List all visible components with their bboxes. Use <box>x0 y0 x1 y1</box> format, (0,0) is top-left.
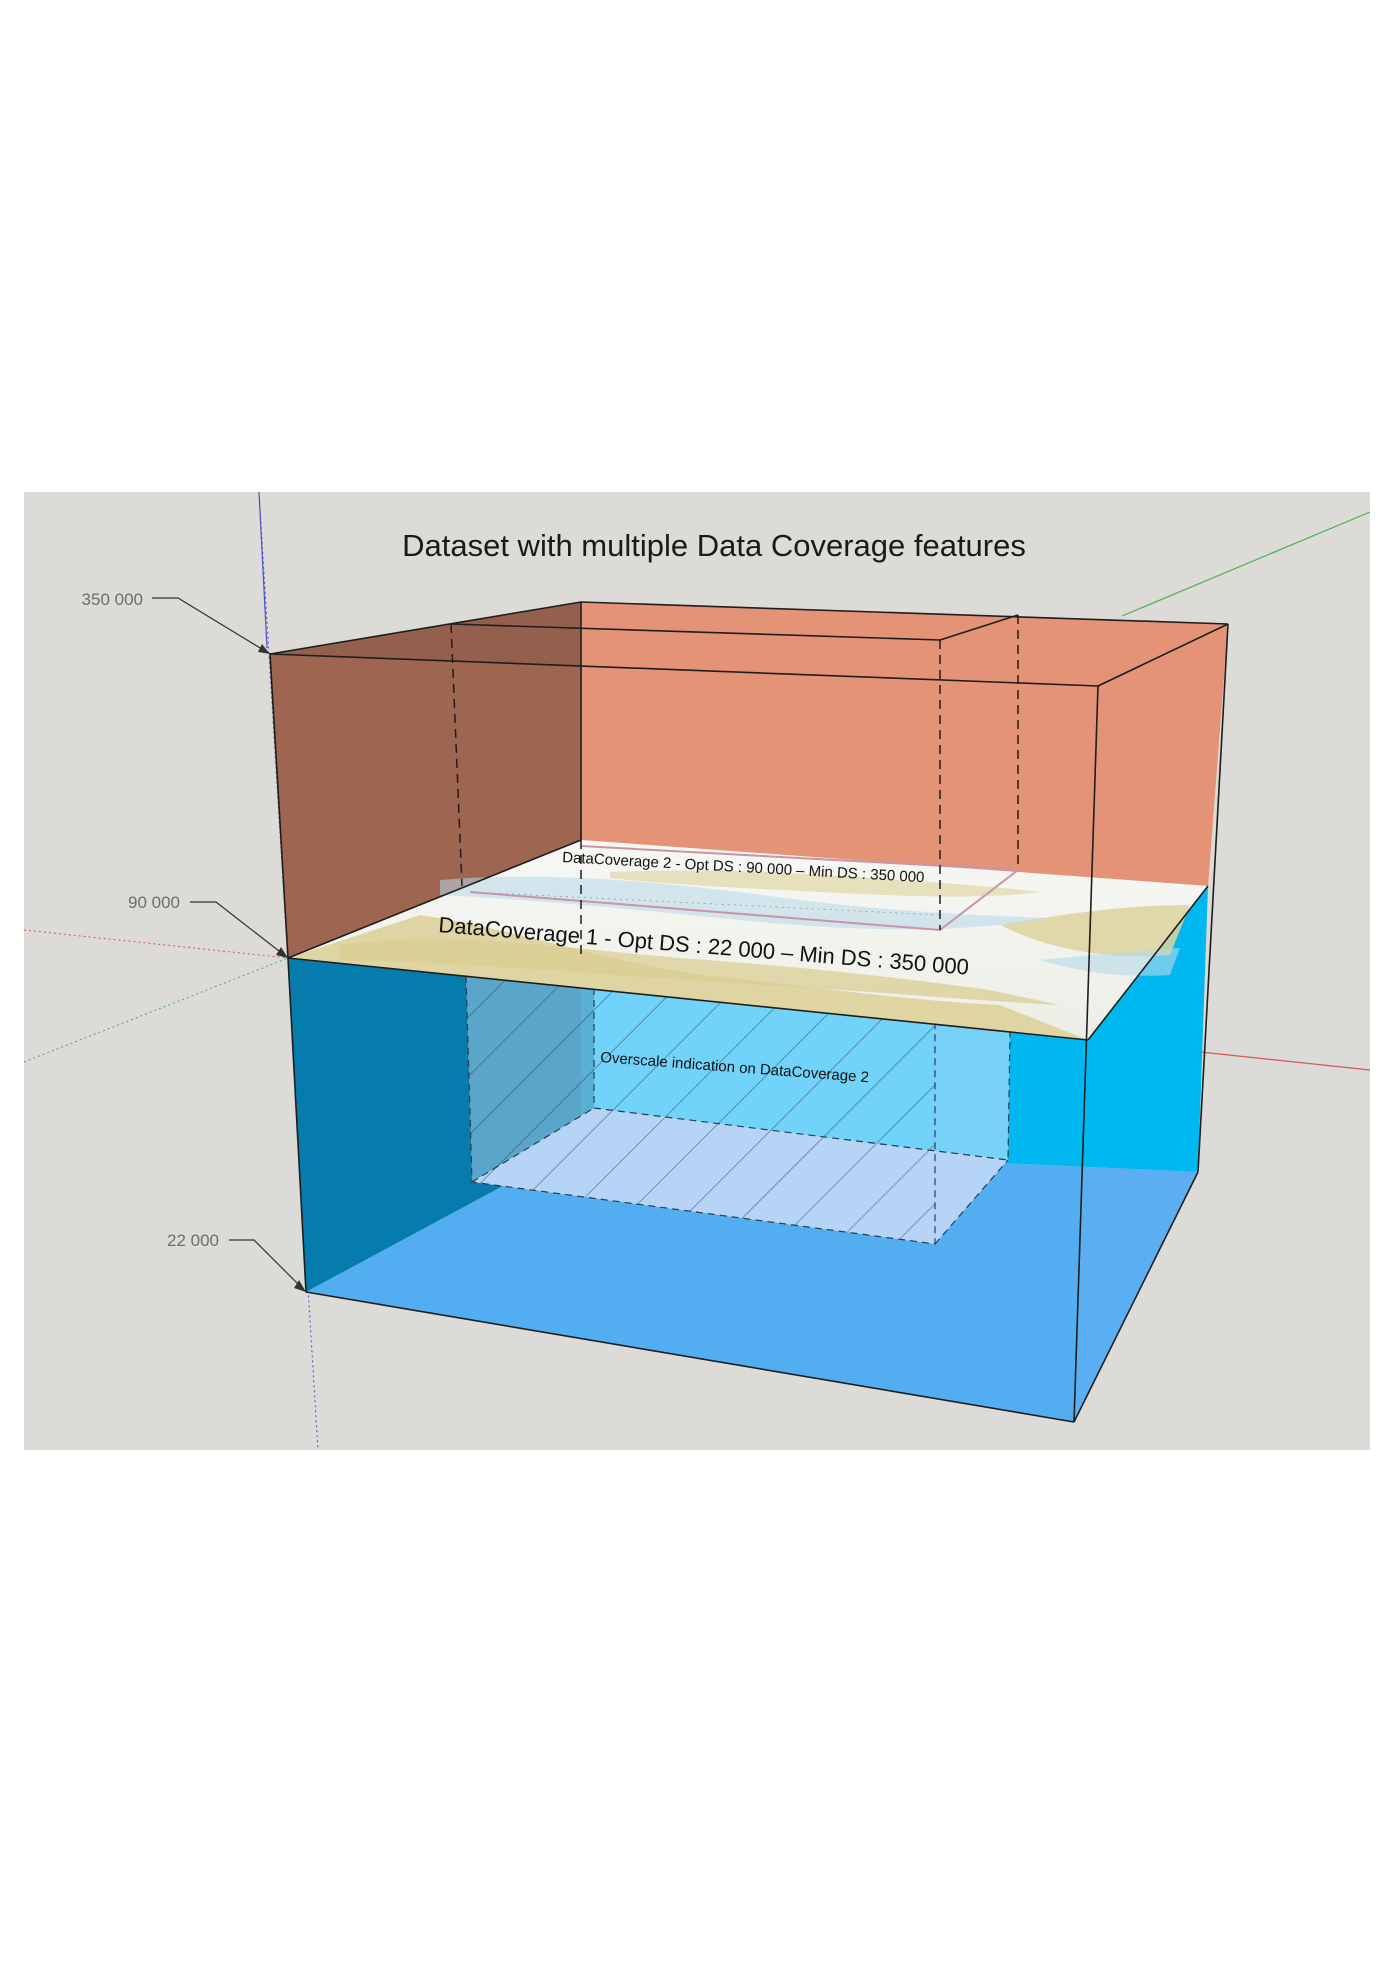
diagram-title: Dataset with multiple Data Coverage feat… <box>402 528 1026 563</box>
overscale-floor-edge-right <box>934 1159 1009 1245</box>
lower-floor <box>306 1144 1198 1422</box>
coverage2-outline <box>469 845 1021 932</box>
green-axis-line <box>1121 511 1371 617</box>
scale-tick-mid: 90 000 <box>128 893 289 959</box>
chart-land-right <box>1000 905 1190 957</box>
chart-grid-line <box>469 891 941 916</box>
overscale-outline-back <box>593 976 1011 1161</box>
chart-water-tint <box>440 876 1050 930</box>
scale-tick-label-mid: 90 000 <box>128 893 180 912</box>
box-edges <box>269 601 1229 1423</box>
scale-tick-label-bottom: 22 000 <box>167 1231 219 1250</box>
blue-axis-line-solid <box>258 491 268 649</box>
chart-land-upper <box>610 870 1040 897</box>
red-axis-line <box>23 929 289 959</box>
green-axis-line-dotted <box>23 957 289 1063</box>
coverage2-dashed-edges <box>450 615 1019 958</box>
scale-tick-label-top: 350 000 <box>82 590 143 609</box>
chart-plane <box>288 840 1208 1040</box>
scale-tick-bottom: 22 000 <box>167 1231 307 1293</box>
scale-tick-top: 350 000 <box>82 590 271 655</box>
upper-left-face <box>270 602 581 958</box>
chart-land-band <box>340 939 1060 1005</box>
chart-water-tint-2 <box>1040 948 1180 976</box>
